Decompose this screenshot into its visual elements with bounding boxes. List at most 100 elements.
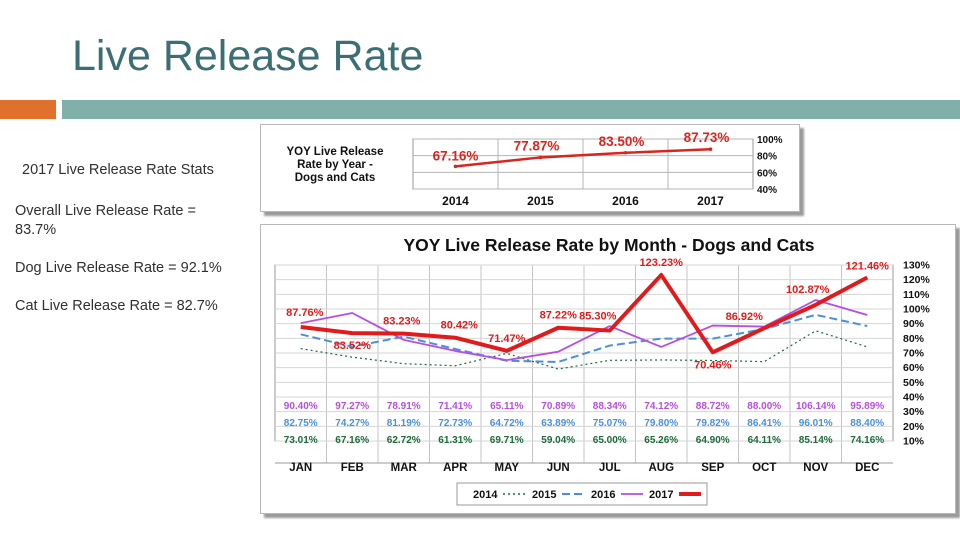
monthly-x-tick-label: AUG	[648, 462, 674, 474]
yearly-data-point	[538, 155, 543, 160]
legend-label-2016: 2016	[591, 489, 615, 501]
yearly-series-line	[455, 147, 711, 168]
yearly-data-label: 87.73%	[684, 130, 730, 145]
monthly-y-tick-label: 30%	[903, 406, 925, 418]
monthly-x-tick-label: SEP	[701, 462, 724, 474]
table-cell-2014: 85.14%	[799, 435, 833, 446]
table-cell-2016: 74.12%	[644, 401, 678, 412]
yearly-y-tick-label: 40%	[757, 185, 777, 196]
monthly-x-tick-label: NOV	[803, 462, 828, 474]
legend-label-2014: 2014	[473, 489, 498, 501]
table-cell-2016: 106.14%	[796, 401, 836, 412]
yearly-y-tick-label: 80%	[757, 152, 777, 163]
table-cell-2016: 65.11%	[490, 401, 523, 412]
table-cell-2016: 97.27%	[335, 401, 369, 412]
yearly-y-tick-label: 60%	[757, 168, 777, 179]
table-cell-2014: 59.04%	[541, 435, 575, 446]
monthly-y-tick-label: 100%	[903, 304, 931, 316]
monthly-y-tick-label: 60%	[903, 362, 925, 374]
table-cell-2015: 64.72%	[490, 418, 524, 429]
table-cell-2015: 74.27%	[335, 418, 369, 429]
yearly-chart-title-line: Dogs and Cats	[295, 172, 376, 184]
table-cell-2014: 62.72%	[387, 435, 421, 446]
monthly-y-tick-label: 10%	[903, 436, 925, 448]
yearly-chart-title-line: YOY Live Release	[287, 146, 384, 158]
series-2017-point-label: 80.42%	[441, 320, 479, 332]
table-cell-2016: 88.00%	[747, 401, 781, 412]
accent-bar-teal	[62, 100, 960, 119]
monthly-x-tick-label: MAR	[391, 462, 418, 474]
series-2017-point-label: 71.47%	[488, 333, 526, 345]
table-cell-2014: 69.71%	[490, 435, 524, 446]
table-cell-2015: 86.41%	[747, 418, 781, 429]
monthly-y-tick-label: 90%	[903, 318, 925, 330]
yearly-data-label: 77.87%	[514, 138, 560, 153]
monthly-y-tick-label: 130%	[903, 260, 931, 272]
monthly-chart-frame: YOY Live Release Rate by Month - Dogs an…	[260, 224, 956, 514]
monthly-x-tick-label: FEB	[341, 462, 364, 474]
series-line-2015	[300, 313, 868, 363]
yearly-x-tick-label: 2017	[697, 194, 724, 208]
monthly-y-tick-label: 50%	[903, 377, 925, 389]
monthly-x-tick-label: JUL	[599, 462, 621, 474]
overall-rate-value: 83.7%	[15, 222, 57, 238]
table-cell-2015: 79.80%	[644, 418, 678, 429]
accent-bar-orange	[0, 100, 56, 119]
legend-label-2017: 2017	[649, 489, 673, 501]
monthly-x-tick-label: DEC	[855, 462, 879, 474]
monthly-x-tick-label: JUN	[547, 462, 570, 474]
table-cell-2015: 72.73%	[438, 418, 472, 429]
monthly-x-tick-label: MAY	[495, 462, 520, 474]
series-2017-point-label: 70.46%	[694, 359, 732, 371]
monthly-y-tick-label: 20%	[903, 421, 925, 433]
table-cell-2015: 75.07%	[593, 418, 627, 429]
series-2017-point-label: 123.23%	[640, 257, 684, 269]
table-cell-2016: 71.41%	[438, 401, 472, 412]
series-line-2014	[300, 330, 868, 370]
monthly-chart-title: YOY Live Release Rate by Month - Dogs an…	[403, 235, 814, 255]
table-cell-2016: 88.34%	[593, 401, 627, 412]
slide-title: Live Release Rate	[72, 32, 424, 80]
table-cell-2015: 82.75%	[284, 418, 318, 429]
series-2017-point-label: 86.92%	[726, 311, 764, 323]
table-cell-2015: 81.19%	[387, 418, 421, 429]
yearly-data-label: 67.16%	[433, 148, 479, 163]
yearly-data-point	[453, 164, 458, 169]
table-cell-2014: 67.16%	[335, 435, 369, 446]
table-cell-2016: 88.72%	[696, 401, 730, 412]
table-cell-2016: 95.89%	[850, 401, 884, 412]
yearly-chart: YOY Live Release Rate by Year - Dogs and…	[287, 130, 783, 208]
yearly-data-label: 83.50%	[599, 134, 645, 149]
yearly-x-tick-label: 2015	[527, 194, 554, 208]
table-cell-2015: 63.89%	[541, 418, 575, 429]
table-cell-2014: 61.31%	[438, 435, 472, 446]
table-cell-2014: 65.26%	[644, 435, 678, 446]
table-cell-2015: 88.40%	[850, 418, 884, 429]
yearly-y-tick-label: 100%	[757, 135, 783, 146]
monthly-x-tick-label: OCT	[752, 462, 776, 474]
table-cell-2016: 90.40%	[284, 401, 318, 412]
table-cell-2015: 79.82%	[696, 418, 730, 429]
table-cell-2014: 64.90%	[696, 435, 730, 446]
series-2017-point-label: 83.52%	[334, 340, 372, 352]
table-cell-2016: 78.91%	[387, 401, 421, 412]
stats-heading: 2017 Live Release Rate Stats	[22, 162, 214, 178]
yearly-x-tick-label: 2014	[442, 194, 469, 208]
table-cell-2014: 73.01%	[284, 435, 318, 446]
monthly-y-tick-label: 80%	[903, 333, 925, 345]
series-2017-point-label: 121.46%	[846, 261, 890, 273]
table-cell-2014: 74.16%	[850, 435, 884, 446]
monthly-y-tick-label: 120%	[903, 274, 931, 286]
cat-rate-stat: Cat Live Release Rate = 82.7%	[15, 298, 218, 314]
yearly-chart-frame: YOY Live Release Rate by Year - Dogs and…	[260, 124, 800, 212]
monthly-x-tick-label: APR	[443, 462, 468, 474]
table-cell-2014: 65.00%	[593, 435, 627, 446]
table-cell-2016: 70.89%	[541, 401, 575, 412]
monthly-y-tick-label: 70%	[903, 348, 925, 360]
series-2017-point-label: 87.22%	[540, 310, 578, 322]
series-line-2017	[300, 272, 869, 355]
monthly-y-tick-label: 40%	[903, 392, 925, 404]
yearly-chart-title-line: Rate by Year -	[297, 159, 373, 171]
monthly-chart: YOY Live Release Rate by Month - Dogs an…	[274, 235, 931, 506]
series-2017-point-label: 83.23%	[383, 316, 421, 328]
